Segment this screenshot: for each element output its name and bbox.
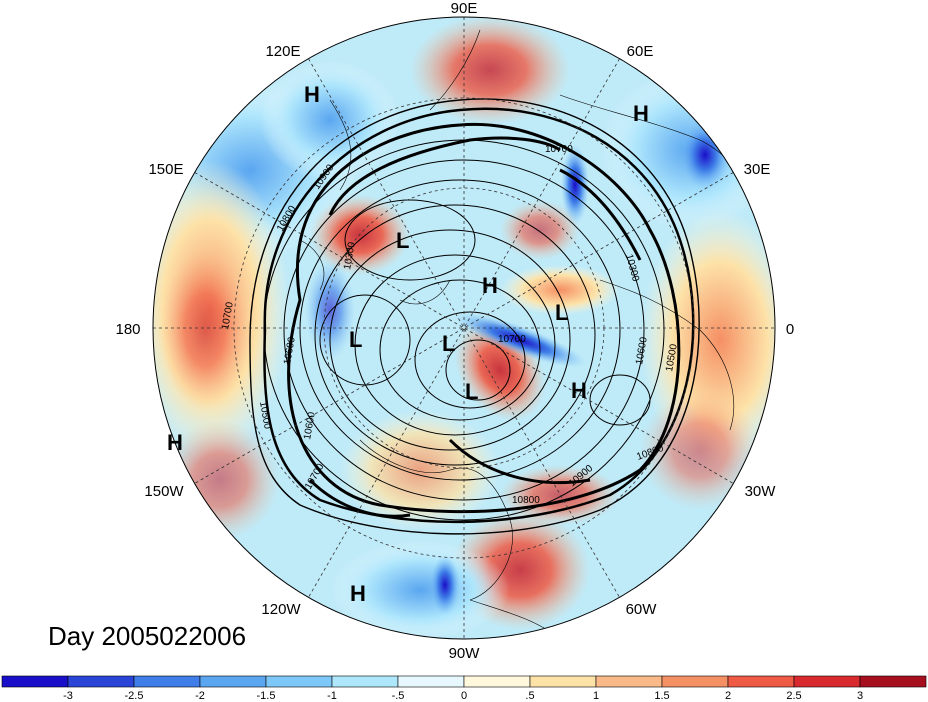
lon-label-120e: 120E xyxy=(265,43,300,60)
longitude-labels: 90E 60E 30E 0 30W 60W 90W 120W 150W 180 … xyxy=(115,0,794,662)
contour-label: 10700 xyxy=(498,334,526,345)
lon-label-150w: 150W xyxy=(144,483,184,500)
colorbar-tick-label: 2.5 xyxy=(786,690,801,702)
low-pressure-label: L xyxy=(349,327,362,352)
high-pressure-label: H xyxy=(304,82,320,107)
lon-label-0: 0 xyxy=(786,321,794,338)
colorbar-swatch xyxy=(265,675,333,688)
high-pressure-label: H xyxy=(350,581,366,606)
colorbar-tick-label: -.5 xyxy=(392,690,405,702)
lon-label-90e: 90E xyxy=(451,0,478,17)
height-contours xyxy=(249,98,700,535)
colorbar-tick-label: -2 xyxy=(195,690,205,702)
lon-label-150e: 150E xyxy=(148,161,183,178)
high-pressure-label: H xyxy=(571,378,587,403)
colorbar-tick-label: -2.5 xyxy=(125,690,144,702)
colorbar-tick-label: 1 xyxy=(593,690,599,702)
low-pressure-label: L xyxy=(555,300,568,325)
graticule xyxy=(153,17,775,639)
colorbar-swatch xyxy=(727,675,795,688)
lon-label-60e: 60E xyxy=(627,43,654,60)
contour-label: 10600 xyxy=(282,336,298,366)
colorbar-swatch xyxy=(595,675,663,688)
contour-label: 10600 xyxy=(634,336,650,366)
colorbar-swatch xyxy=(859,675,927,688)
lon-label-120w: 120W xyxy=(261,601,301,618)
colorbar-swatch xyxy=(463,675,531,688)
high-pressure-label: H xyxy=(633,101,649,126)
contour-label: 10700 xyxy=(545,144,573,155)
colorbar-tick-label: -1 xyxy=(327,690,337,702)
contour-label: 10500 xyxy=(257,401,273,431)
colorbar-swatch xyxy=(67,675,135,688)
day-label: Day 2005022006 xyxy=(48,621,246,651)
colorbar-swatch xyxy=(331,675,399,688)
colorbar-swatch xyxy=(529,675,597,688)
colorbar-tick-label: 1.5 xyxy=(654,690,669,702)
high-pressure-label: H xyxy=(482,273,498,298)
lon-label-30e: 30E xyxy=(744,161,771,178)
colorbar: -3 -2.5 -2 -1.5 -1 -.5 0 .5 1 1.5 2 2.5 3 xyxy=(1,675,927,702)
colorbar-tick-label: .5 xyxy=(525,690,534,702)
colorbar-swatch xyxy=(793,675,861,688)
colorbar-swatch xyxy=(661,675,729,688)
lon-label-30w: 30W xyxy=(745,483,777,500)
colorbar-swatch xyxy=(397,675,465,688)
lon-label-60w: 60W xyxy=(626,601,658,618)
colorbar-tick-label: -3 xyxy=(63,690,73,702)
colorbar-tick-label: 2 xyxy=(725,690,731,702)
map-boundary xyxy=(152,16,776,640)
colorbar-swatch xyxy=(1,675,69,688)
low-pressure-label: L xyxy=(396,228,409,253)
lon-label-90w: 90W xyxy=(449,645,481,662)
colorbar-swatch xyxy=(199,675,267,688)
colorbar-tick-label: -1.5 xyxy=(257,690,276,702)
contour-label: 10300 xyxy=(342,241,358,271)
contour-label: 10700 xyxy=(220,301,236,331)
contour-label: 10500 xyxy=(664,343,680,373)
colorbar-tick-label: 0 xyxy=(461,690,467,702)
contour-label: 10800 xyxy=(512,495,540,506)
lon-label-180: 180 xyxy=(115,321,140,338)
low-pressure-label: L xyxy=(442,331,455,356)
high-pressure-label: H xyxy=(167,430,183,455)
contour-label: 10600 xyxy=(302,411,318,441)
low-pressure-label: L xyxy=(465,379,478,404)
pressure-centers: H H H H H H L L L L L xyxy=(167,82,649,606)
colorbar-tick-label: 3 xyxy=(857,690,863,702)
colorbar-swatch xyxy=(133,675,201,688)
